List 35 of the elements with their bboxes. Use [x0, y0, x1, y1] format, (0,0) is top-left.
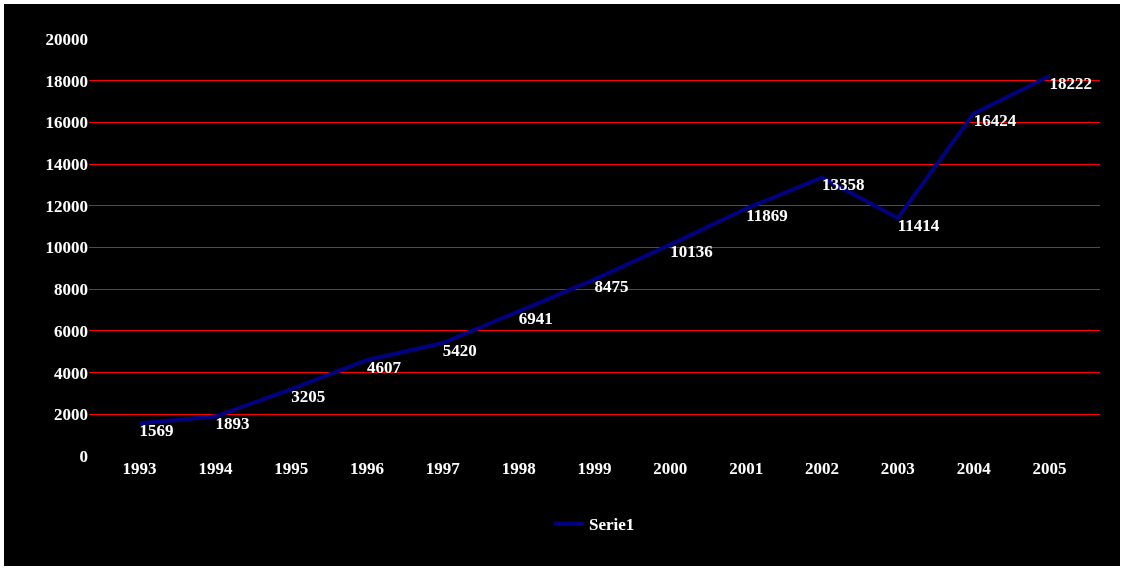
data-label: 6941	[518, 309, 553, 329]
data-label: 10136	[670, 242, 713, 262]
x-tick-label: 2003	[880, 459, 915, 478]
x-tick-label: 1999	[577, 459, 612, 478]
x-tick-label: 2005	[1032, 459, 1067, 478]
x-tick-label: 1994	[198, 459, 233, 478]
x-tick-label: 2004	[956, 459, 992, 478]
x-tick-label: 1997	[425, 459, 461, 478]
y-tick-label: 0	[79, 446, 88, 466]
y-tick-label: 8000	[54, 280, 88, 300]
x-tick-label: 1996	[350, 459, 385, 478]
y-tick-label: 14000	[45, 155, 88, 175]
data-label: 1893	[215, 414, 250, 434]
y-tick-label: 2000	[54, 405, 88, 425]
legend-label: Serie1	[589, 515, 635, 535]
y-tick-label: 6000	[54, 321, 88, 341]
data-label: 5420	[442, 340, 477, 360]
x-tick-label: 2000	[653, 459, 688, 478]
x-tick-label: 1995	[274, 459, 309, 478]
y-tick-label: 16000	[45, 113, 88, 133]
x-tick-label: 1993	[122, 459, 157, 478]
data-label: 11414	[897, 215, 940, 235]
y-tick-label: 12000	[45, 196, 88, 216]
x-tick-label: 2001	[729, 459, 764, 478]
data-label: 4607	[367, 357, 402, 377]
data-label: 1569	[139, 421, 174, 441]
y-tick-label: 20000	[45, 29, 88, 49]
x-tick-label: 1998	[501, 459, 536, 478]
y-tick-label: 10000	[45, 238, 88, 258]
y-tick-label: 18000	[45, 71, 88, 91]
data-label: 11869	[746, 206, 788, 226]
x-tick-label: 2002	[804, 459, 839, 478]
y-tick-label: 4000	[54, 363, 88, 383]
data-label: 3205	[291, 386, 326, 406]
data-label: 13358	[821, 175, 865, 195]
